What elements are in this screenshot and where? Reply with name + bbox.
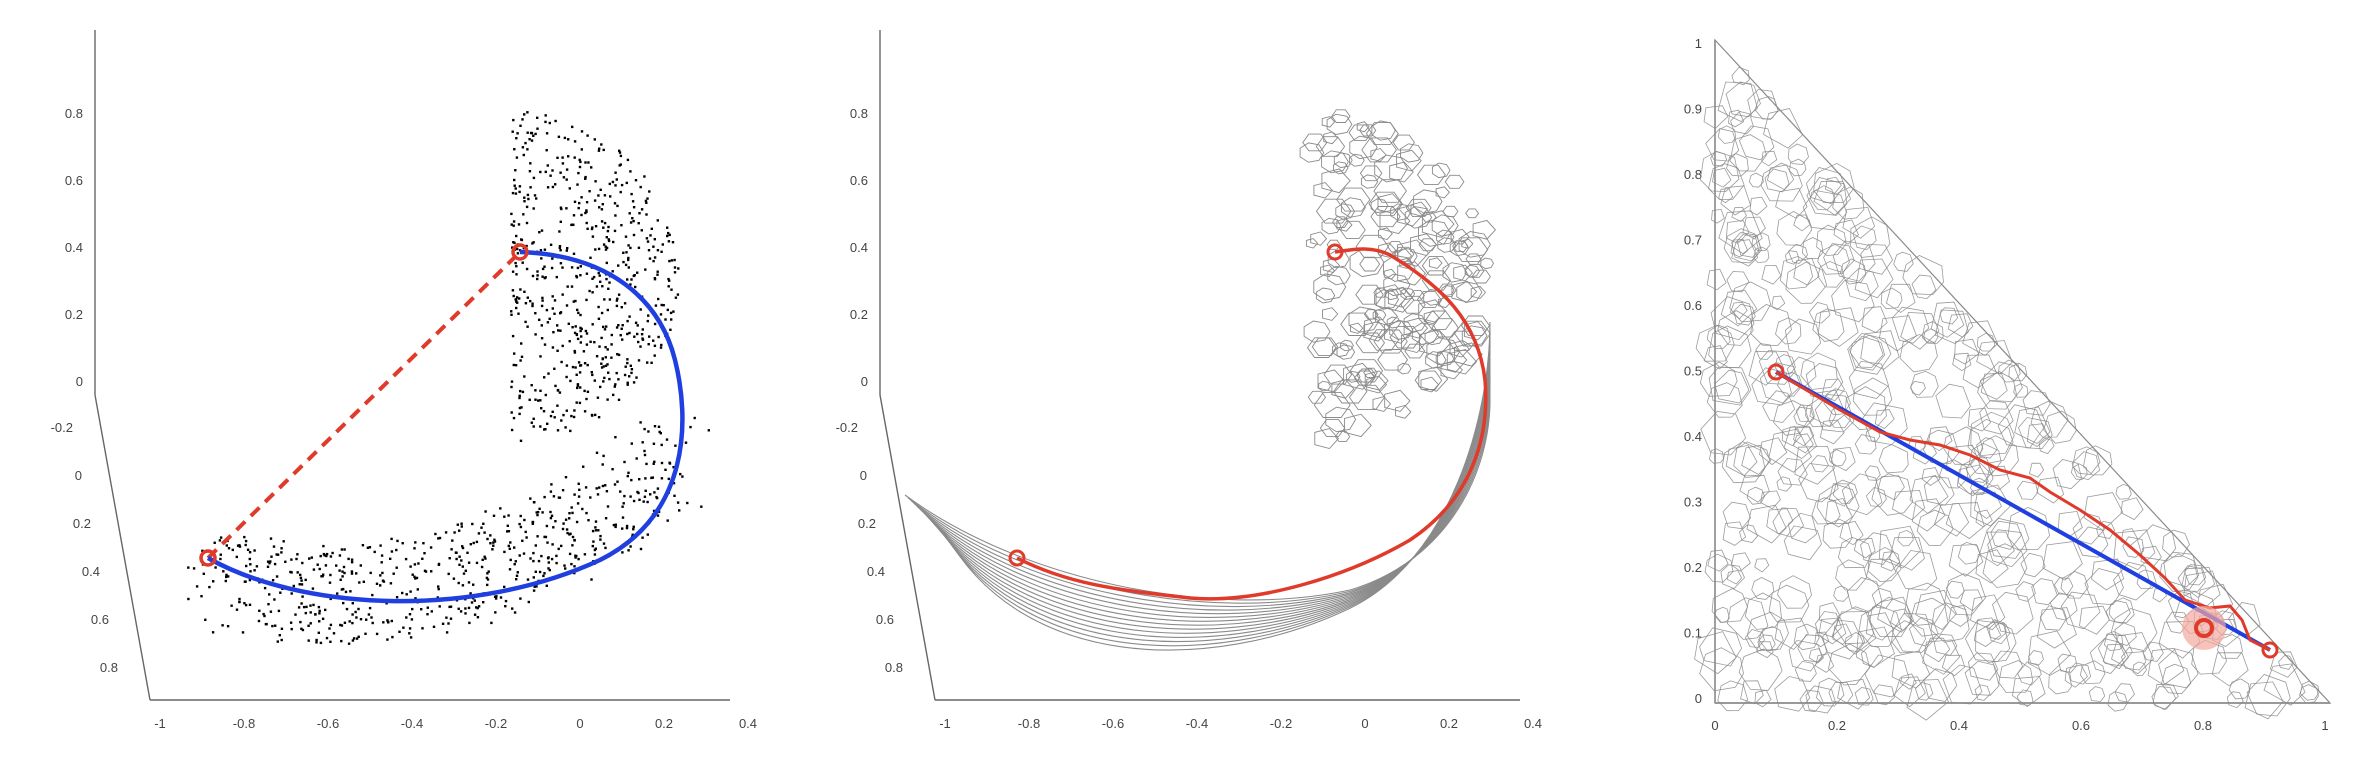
- tick-label: 0.4: [867, 564, 885, 579]
- tick-label: 0.2: [73, 516, 91, 531]
- tick-label: 0.6: [65, 173, 83, 188]
- tick-label: 0.6: [1684, 298, 1702, 313]
- tick-label: 0.2: [655, 716, 673, 731]
- tick-label: 0.7: [1684, 233, 1702, 248]
- tick-label: 0.8: [2194, 718, 2212, 733]
- x-axis-tick-labels: -1 -0.8 -0.6 -0.4 -0.2 0 0.2 0.4: [939, 716, 1542, 731]
- mesh-plot: 0.8 0.6 0.4 0.2 0 -0.2 0 0.2 0.4 0.6 0.8 -1 -0.8 -0…: [836, 30, 1542, 731]
- tick-label: 0: [861, 374, 868, 389]
- tick-label: -0.2: [836, 420, 858, 435]
- tick-label: -0.8: [233, 716, 255, 731]
- end-point-marker: [511, 243, 529, 261]
- tick-label: 0.2: [858, 516, 876, 531]
- start-point-marker: [1008, 549, 1026, 567]
- axes-frame: [879, 30, 1520, 701]
- x-axis-tick-labels: 0 0.2 0.4 0.6 0.8 1: [1711, 718, 2328, 733]
- tick-label: 0.8: [885, 660, 903, 675]
- tick-label: -0.4: [401, 716, 423, 731]
- tick-label: 0.2: [850, 307, 868, 322]
- start-point-marker: [1767, 363, 1785, 381]
- tick-label: 0: [1695, 691, 1702, 706]
- z-axis-tick-labels: 0.8 0.6 0.4 0.2 0: [65, 106, 83, 389]
- tick-label: 0.2: [1828, 718, 1846, 733]
- tick-label: -0.6: [1102, 716, 1124, 731]
- tick-label: -0.4: [1186, 716, 1208, 731]
- highlight-glow: [2182, 606, 2226, 650]
- tick-label: 0.1: [1684, 626, 1702, 641]
- tick-label: 0.4: [1950, 718, 1968, 733]
- tick-label: -0.2: [51, 420, 73, 435]
- tick-label: 0.3: [1684, 495, 1702, 510]
- tick-label: 0.6: [850, 173, 868, 188]
- tick-label: 0.5: [1684, 364, 1702, 379]
- end-point-marker: [1326, 243, 1344, 261]
- geodesic-path: [1016, 247, 1488, 601]
- triangle-panel: 1 0.9 0.8 0.7 0.6 0.5 0.4 0.3 0.2 0.1 0 0 0.2 0.4 0.6…: [1580, 0, 2376, 782]
- point-cloud-plot: 0.8 0.6 0.4 0.2 0 -0.2 0 0.2 0.4 0.6 0.8 -1 -0.8 -0…: [51, 30, 757, 731]
- tick-label: 0.4: [65, 240, 83, 255]
- tick-label: 1: [2321, 718, 2328, 733]
- euclidean-chord: [206, 250, 522, 560]
- tick-label: -1: [154, 716, 166, 731]
- tick-label: 0: [860, 468, 867, 483]
- tick-label: 0: [75, 468, 82, 483]
- surface-mesh: [904, 109, 1497, 651]
- tick-label: 0.8: [850, 106, 868, 121]
- tick-label: -0.2: [485, 716, 507, 731]
- tick-label: -0.6: [317, 716, 339, 731]
- tick-label: 0.4: [739, 716, 757, 731]
- axes-frame: [94, 30, 730, 701]
- tick-label: 0.6: [2072, 718, 2090, 733]
- tick-label: 0: [1711, 718, 1718, 733]
- start-point-marker: [199, 549, 217, 567]
- point-cloud-panel: 0.8 0.6 0.4 0.2 0 -0.2 0 0.2 0.4 0.6 0.8 -1 -0.8 -0…: [0, 0, 790, 782]
- tick-label: 0.8: [65, 106, 83, 121]
- tick-label: 0: [76, 374, 83, 389]
- tick-label: 0: [1361, 716, 1368, 731]
- y-axis-tick-labels: 1 0.9 0.8 0.7 0.6 0.5 0.4 0.3 0.2 0.1 0: [1684, 36, 1702, 706]
- straight-line-path: [1775, 370, 2271, 652]
- tick-label: 0.8: [1684, 167, 1702, 182]
- triangle-mesh: [1694, 38, 2332, 721]
- tick-label: 0.8: [100, 660, 118, 675]
- y-axis-tick-labels: -0.2 0 0.2 0.4 0.6 0.8: [836, 420, 903, 675]
- tick-label: 0.2: [1684, 560, 1702, 575]
- tick-label: -0.2: [1270, 716, 1292, 731]
- point-cloud: [187, 111, 710, 645]
- x-axis-tick-labels: -1 -0.8 -0.6 -0.4 -0.2 0 0.2 0.4: [154, 716, 757, 731]
- end-point-marker: [2261, 641, 2279, 659]
- tick-label: 0: [576, 716, 583, 731]
- geodesic-path: [1775, 370, 2271, 652]
- geodesic-curve: [206, 249, 685, 604]
- tick-label: 0.4: [850, 240, 868, 255]
- tick-label: 0.9: [1684, 102, 1702, 117]
- mesh-panel: 0.8 0.6 0.4 0.2 0 -0.2 0 0.2 0.4 0.6 0.8 -1 -0.8 -0…: [790, 0, 1580, 782]
- tick-label: 0.2: [1440, 716, 1458, 731]
- tick-label: 0.6: [91, 612, 109, 627]
- tick-label: -0.8: [1018, 716, 1040, 731]
- y-axis-tick-labels: -0.2 0 0.2 0.4 0.6 0.8: [51, 420, 118, 675]
- tick-label: 0.2: [65, 307, 83, 322]
- z-axis-tick-labels: 0.8 0.6 0.4 0.2 0: [850, 106, 868, 389]
- highlight-marker: [2194, 618, 2214, 638]
- tick-label: 0.4: [82, 564, 100, 579]
- tick-label: -1: [939, 716, 951, 731]
- triangle-mesh-plot: 1 0.9 0.8 0.7 0.6 0.5 0.4 0.3 0.2 0.1 0 0 0.2 0.4 0.6…: [1684, 36, 2332, 733]
- tick-label: 1: [1695, 36, 1702, 51]
- tick-label: 0.4: [1684, 429, 1702, 444]
- tick-label: 0.4: [1524, 716, 1542, 731]
- tick-label: 0.6: [876, 612, 894, 627]
